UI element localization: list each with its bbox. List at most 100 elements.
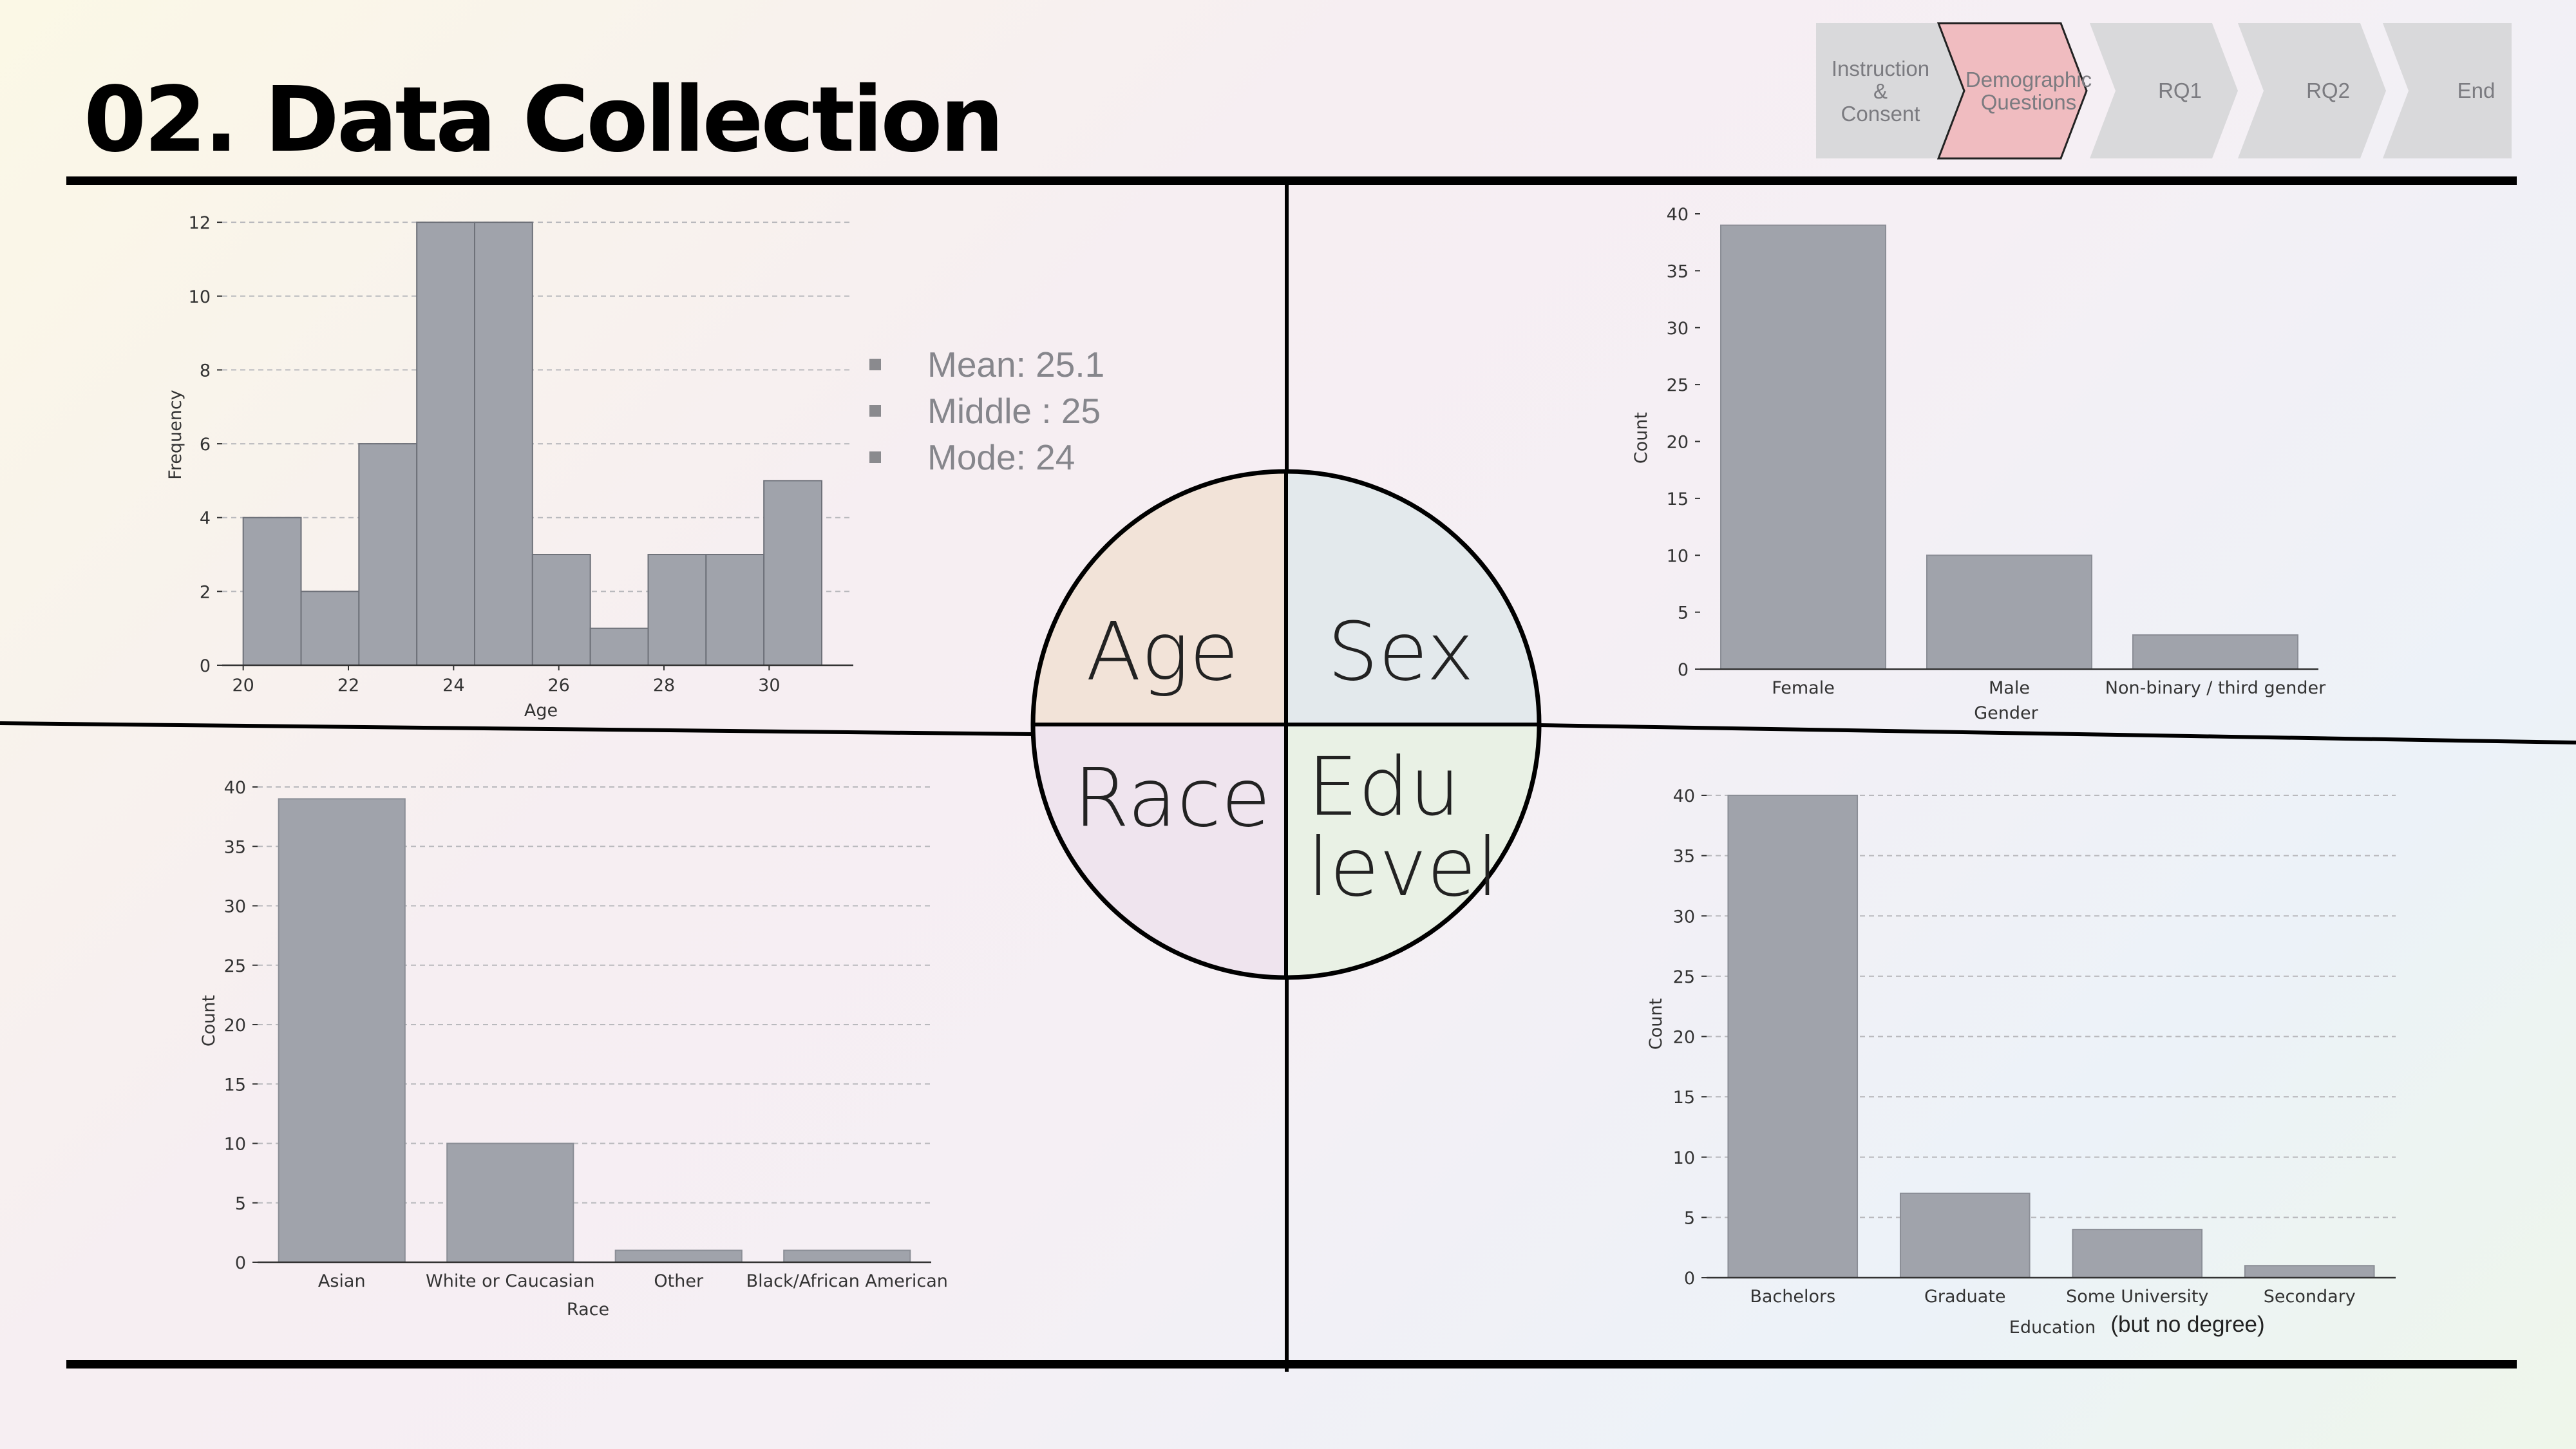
left-divider (0, 721, 1034, 736)
bar-age-1 (300, 591, 360, 666)
y-tick-label: 4 (200, 509, 211, 529)
y-tick-label: 40 (1667, 205, 1689, 225)
quadrant-sex-label: Sex (1327, 605, 1474, 699)
x-tick-label: Non-binary / third gender (2105, 678, 2326, 698)
bullet-icon (869, 359, 881, 370)
bar-edu-0 (1727, 795, 1859, 1278)
stat-middle-text: Middle : 25 (927, 391, 1101, 431)
x-tick-label: Other (654, 1271, 704, 1291)
bullet-icon (869, 405, 881, 417)
chart-race: Asian White or Caucasian Other Black/Africa… (199, 778, 948, 1320)
bar-edu-1 (1899, 1192, 2031, 1279)
stat-mode-text: Mode: 24 (927, 437, 1075, 477)
x-tick-label: 24 (442, 676, 464, 696)
y-tick-label: 2 (200, 582, 211, 602)
bar-edu-3 (2244, 1265, 2375, 1279)
y-tick-label: 35 (1673, 847, 1695, 867)
bar-age-3 (416, 222, 476, 666)
y-tick-label: 10 (224, 1135, 246, 1155)
chart-edu: Bachelors Graduate Some University Secondar… (1646, 786, 2396, 1338)
quadrant-age-label: Age (1086, 605, 1238, 699)
quadrant-edu (1286, 724, 1539, 978)
x-tick-label: Graduate (1924, 1287, 2006, 1307)
y-tick-label: 20 (224, 1016, 246, 1036)
quadrant-sex (1286, 471, 1539, 724)
stat-middle: Middle : 25 (863, 388, 1104, 434)
y-tick-label: 10 (1673, 1148, 1695, 1168)
bar-age-9 (763, 480, 822, 666)
x-tick-label: Asian (318, 1271, 366, 1291)
y-tick-label: 6 (200, 435, 211, 455)
y-axis-label: Count (1646, 998, 1666, 1050)
vertical-divider-top (1285, 184, 1289, 473)
circle-outline (1030, 469, 1542, 980)
x-tick-label: 28 (653, 676, 675, 696)
y-tick-label: 0 (200, 656, 211, 676)
y-tick-label: 25 (1667, 375, 1689, 395)
x-tick-label: 20 (232, 676, 254, 696)
bar-age-0 (242, 516, 302, 667)
age-stats-list: Mean: 25.1 Middle : 25 Mode: 24 (863, 341, 1104, 480)
y-axis-label: Frequency (166, 390, 185, 480)
y-tick-label: 0 (1678, 660, 1689, 680)
y-tick-label: 30 (224, 897, 246, 917)
y-tick-label: 12 (189, 213, 211, 233)
x-tick-label: Black/African American (746, 1271, 948, 1291)
stat-mean-text: Mean: 25.1 (927, 345, 1105, 384)
chart-sex: Female Male Non-binary / third gender 0 5 10 1… (1631, 205, 2326, 723)
y-tick-label: 8 (200, 361, 211, 381)
bar-age-5 (531, 554, 591, 666)
bottom-divider (66, 1360, 2517, 1368)
x-axis-label: Age (524, 701, 558, 721)
y-axis-label: Count (199, 995, 219, 1046)
x-tick-label: Some University (2066, 1287, 2208, 1307)
y-tick-label: 5 (1684, 1208, 1695, 1228)
bar-age-7 (647, 554, 707, 666)
bar-race-0 (278, 798, 406, 1263)
y-tick-label: 0 (235, 1253, 246, 1273)
y-tick-label: 15 (1673, 1088, 1695, 1108)
quadrant-race-label: Race (1074, 752, 1271, 845)
y-tick-label: 5 (235, 1194, 246, 1214)
y-tick-label: 35 (1667, 261, 1689, 281)
bar-sex-2 (2132, 634, 2298, 670)
x-axis-label: Education (2009, 1318, 2096, 1338)
y-tick-label: 10 (1667, 546, 1689, 566)
bar-sex-1 (1926, 554, 2092, 670)
y-tick-label: 40 (1673, 786, 1695, 806)
y-tick-label: 30 (1673, 907, 1695, 927)
quadrant-age (1033, 471, 1286, 724)
quadrant-edu-label-1: Edu (1307, 741, 1461, 834)
y-tick-label: 20 (1667, 433, 1689, 453)
bar-age-8 (705, 554, 765, 666)
top-divider (66, 176, 2517, 185)
y-tick-label: 15 (224, 1075, 246, 1095)
bar-age-4 (474, 222, 533, 666)
x-axis-label: Gender (1974, 703, 2038, 723)
bar-age-6 (589, 627, 649, 667)
x-axis-label: Race (567, 1300, 609, 1320)
y-tick-label: 25 (1673, 967, 1695, 987)
x-tick-label: 30 (758, 676, 780, 696)
x-tick-label: Male (1989, 678, 2030, 698)
y-tick-label: 0 (1684, 1269, 1695, 1289)
y-tick-label: 25 (224, 956, 246, 976)
bar-race-2 (614, 1249, 743, 1264)
y-tick-label: 35 (224, 837, 246, 857)
x-tick-label: Female (1772, 678, 1835, 698)
bar-race-3 (783, 1249, 911, 1264)
y-tick-label: 10 (189, 287, 211, 307)
bar-edu-2 (2072, 1229, 2203, 1278)
y-tick-label: 20 (1673, 1028, 1695, 1048)
y-axis-label: Count (1631, 412, 1651, 464)
x-category-note: (but no degree) (2110, 1312, 2264, 1337)
y-tick-label: 15 (1667, 489, 1689, 509)
x-tick-label: White or Caucasian (426, 1271, 594, 1291)
y-tick-label: 30 (1667, 319, 1689, 339)
vertical-divider-bottom (1285, 972, 1289, 1372)
y-tick-label: 5 (1678, 603, 1689, 623)
bar-age-2 (358, 443, 418, 666)
slide-title: 02. Data Collection (84, 68, 1004, 173)
